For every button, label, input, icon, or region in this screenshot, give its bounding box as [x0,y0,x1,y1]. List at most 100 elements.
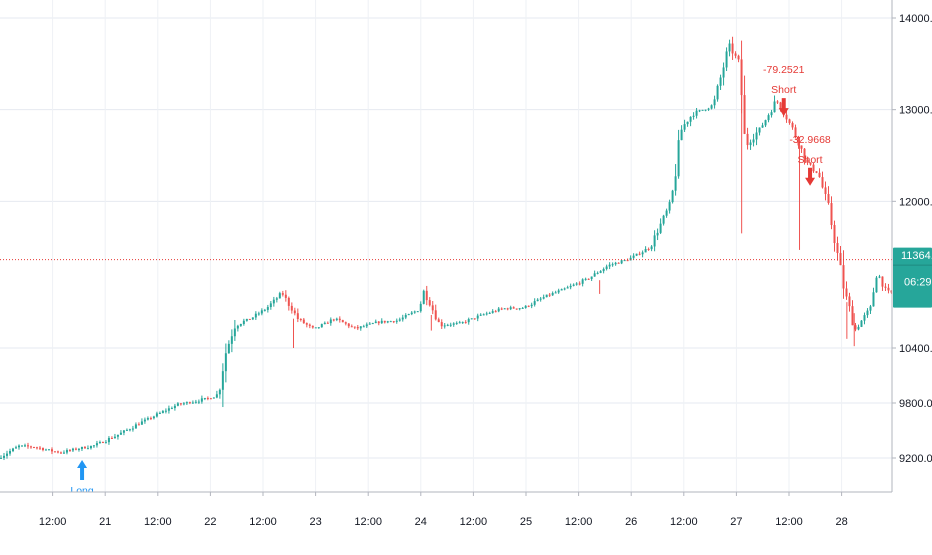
candle-body [872,292,875,307]
candle-body [779,102,782,110]
candle-body [371,323,374,325]
candle-body [875,277,878,293]
candle-body [386,321,389,323]
candle-body [194,401,197,403]
candle-body [416,311,419,313]
candle-body [473,318,476,320]
candle-body [866,310,869,316]
candle-body [119,432,122,435]
bar-countdown: 06:29 [904,277,932,289]
candle-body [707,108,710,110]
candle-body [851,306,854,326]
candle-body [749,142,752,146]
short-signal-pnl: -79.2521 [763,64,805,76]
candle-body [80,446,83,449]
candle-body [191,402,194,404]
candle-body [365,324,368,327]
candle-body [173,405,176,409]
candle-body [245,318,248,321]
candle-body [188,402,191,404]
candle-body [848,296,851,307]
candle-body [383,320,386,323]
candle-body [335,318,338,320]
candle-body [479,314,482,316]
candle-body [95,443,98,446]
candle-body [758,127,761,133]
candle-body [77,448,80,450]
time-axis[interactable] [0,492,932,550]
candle-body [410,312,413,315]
candle-body [302,319,305,324]
last-price-label: 11364.0 [901,250,932,262]
candle-body [728,43,731,52]
candle-body [680,129,683,141]
candle-body [272,299,275,304]
candle-body [611,264,614,266]
candle-body [833,225,836,244]
candle-body [815,171,818,173]
candle-body [701,109,704,111]
candle-body [296,313,299,320]
candle-body [605,266,608,269]
candle-body [176,403,179,406]
candle-body [395,320,398,322]
candle-body [113,436,116,439]
candle-body [476,315,479,319]
badge-divider [893,264,932,266]
candle-body [713,99,716,106]
candle-body [578,283,581,285]
x-tick-label: 26 [625,516,637,528]
candle-body [257,313,260,315]
candle-body [17,445,20,448]
candle-body [665,210,668,216]
candle-body [35,447,38,449]
candle-body [629,257,632,261]
candle-body [74,448,77,450]
candle-body [182,403,185,405]
candle-body [515,308,518,310]
candle-body [572,284,575,286]
candle-body [284,294,287,298]
candle-body [842,265,845,289]
candle-body [8,451,11,454]
candle-body [161,411,164,413]
candle-body [377,321,380,324]
candle-body [587,278,590,280]
candle-body [32,447,35,449]
candle-body [242,320,245,325]
candle-body [860,320,863,327]
candle-body [413,311,416,313]
candle-body [23,445,26,447]
candle-body [614,262,617,265]
candle-body [404,315,407,318]
y-tick-label: 10400.0 [899,343,932,355]
candle-body [299,319,302,321]
candle-body [719,77,722,86]
candle-body [827,194,830,204]
candle-body [251,317,254,320]
candle-body [125,429,128,431]
candle-body [440,322,443,327]
candle-body [263,309,266,311]
candle-body [230,336,233,344]
candle-body [452,323,455,325]
candle-body [704,109,707,111]
candle-body [803,148,806,160]
candle-body [164,410,167,412]
candle-body [590,276,593,279]
candle-body [278,293,281,299]
candle-body [557,290,560,293]
candle-body [422,290,425,304]
candle-body [773,101,776,113]
candle-body [401,317,404,320]
y-tick-label: 9200.0 [899,453,932,465]
candle-body [467,319,470,323]
x-tick-label: 21 [99,516,111,528]
candle-body [338,318,341,321]
candle-body [764,120,767,126]
candle-body [800,145,803,149]
candle-body [596,272,599,274]
candle-body [455,322,458,324]
